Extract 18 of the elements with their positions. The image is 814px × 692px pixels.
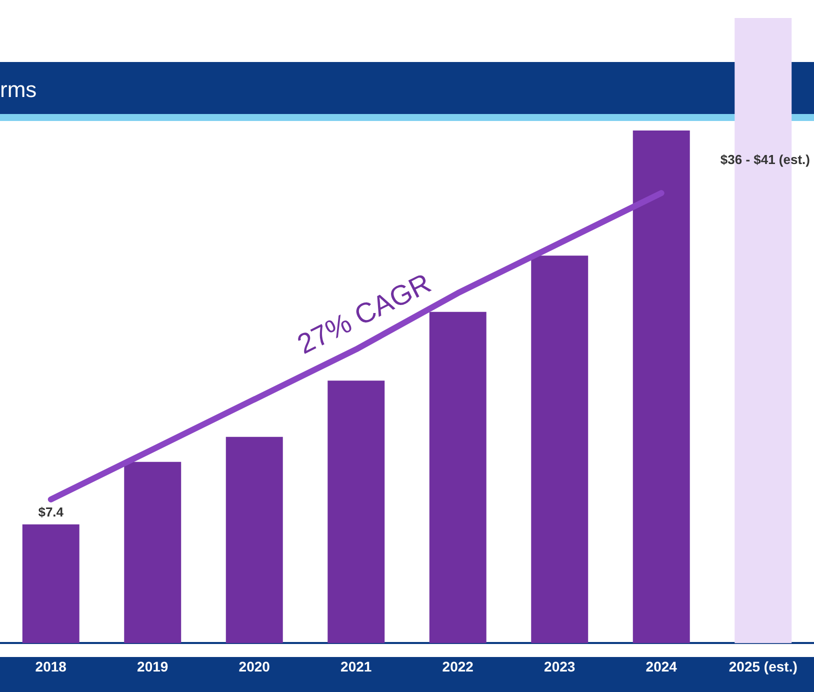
bar — [632, 130, 690, 644]
annotation: $7.4 — [38, 504, 64, 520]
x-tick-label: 2019 — [137, 658, 168, 674]
bar — [328, 380, 385, 644]
annotation: $36 - $41 (est.) — [720, 152, 810, 167]
text: rms — [0, 77, 37, 103]
x-tick-label: 2025 (est.) — [728, 658, 798, 674]
bar — [226, 436, 283, 644]
annotation: 27% CAGR — [292, 267, 436, 360]
x-tick-label: 2024 — [646, 658, 678, 674]
bar — [22, 524, 80, 644]
x-tick-label: 2022 — [442, 658, 474, 674]
bar — [124, 462, 182, 644]
x-tick-label: 2023 — [544, 658, 576, 674]
x-tick-label: 2018 — [35, 658, 67, 674]
x-tick-label: 2021 — [340, 658, 372, 674]
x-tick-label: 2020 — [238, 658, 270, 674]
bar — [531, 256, 588, 644]
